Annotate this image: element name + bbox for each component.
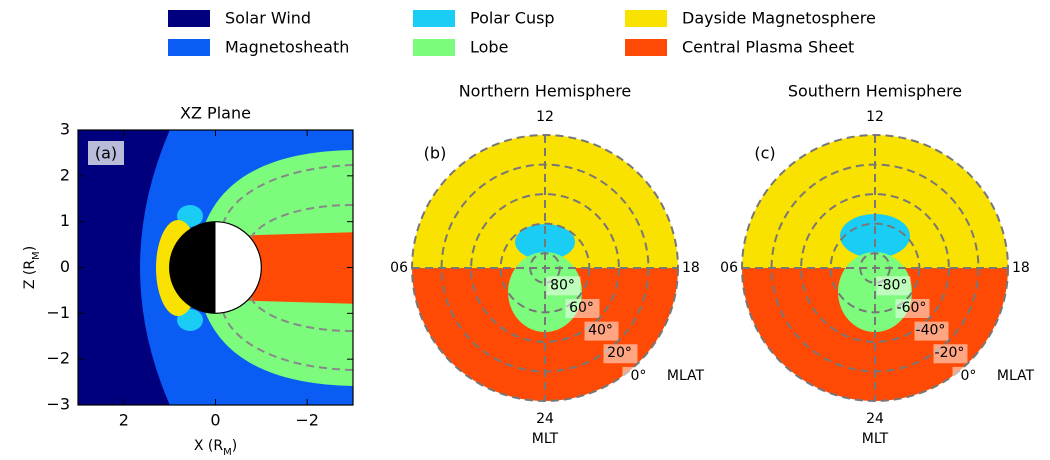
- legend-label: Lobe: [470, 38, 508, 57]
- mlat-label: -20°: [935, 345, 965, 361]
- x-tick-label: 2: [119, 411, 129, 430]
- legend-swatch: [413, 10, 455, 27]
- axis-label-text: ): [232, 438, 237, 454]
- y-tick-label: −1: [46, 303, 70, 322]
- axis-label-sub: M: [31, 251, 42, 260]
- legend-label: Magnetosheath: [225, 38, 349, 57]
- legend-swatch: [625, 10, 667, 27]
- mlat-label: 80°: [550, 277, 575, 293]
- legend-label: Polar Cusp: [470, 9, 555, 28]
- mlat-title: MLAT: [667, 368, 705, 384]
- legend-label: Solar Wind: [225, 9, 311, 28]
- legend-label: Dayside Magnetosphere: [682, 9, 876, 28]
- axis-label: X (RM): [194, 438, 237, 456]
- y-tick-label: 2: [60, 165, 70, 184]
- y-tick-label: −2: [46, 349, 70, 368]
- y-tick-label: 1: [60, 211, 70, 230]
- y-tick-label: 0: [60, 257, 70, 276]
- panel-label: (c): [754, 144, 775, 163]
- mlat-label: -60°: [897, 300, 927, 316]
- panel-label: (b): [424, 144, 447, 163]
- axis-label-text: X (R: [194, 438, 224, 454]
- x-tick-label: 0: [210, 411, 220, 430]
- mlt-label: 24: [866, 411, 884, 427]
- mlt-title: MLT: [862, 431, 889, 447]
- x-tick-label: −2: [295, 411, 319, 430]
- mlat-label: 40°: [588, 323, 613, 339]
- mlt-label: 18: [682, 260, 700, 276]
- axis-label-text: Z (R: [22, 260, 38, 290]
- axis-label-sub: M: [223, 447, 232, 457]
- panel-title: Northern Hemisphere: [459, 82, 632, 101]
- legend-swatch: [168, 39, 210, 56]
- mlat-label: -80°: [878, 277, 908, 293]
- mlt-label: 06: [390, 260, 408, 276]
- y-tick-label: −3: [46, 395, 70, 414]
- mlt-title: MLT: [532, 431, 559, 447]
- figure: Solar Wind Magnetosheath Polar Cusp Lobe Day…: [0, 0, 1050, 456]
- legend-swatch: [413, 39, 455, 56]
- panel-title: Southern Hemisphere: [788, 82, 962, 101]
- mlat-label: -40°: [916, 323, 946, 339]
- mlt-label: 18: [1012, 260, 1030, 276]
- mlt-label: 12: [536, 109, 554, 125]
- mlat-label: 0°: [961, 368, 977, 384]
- mlt-label: 06: [720, 260, 738, 276]
- mlt-label: 12: [866, 109, 884, 125]
- mlat-label: 20°: [607, 345, 632, 361]
- y-tick-label: 3: [60, 120, 70, 139]
- legend-swatch: [625, 39, 667, 56]
- legend-label: Central Plasma Sheet: [682, 38, 854, 57]
- mlt-label: 24: [536, 411, 554, 427]
- mlat-label: 0°: [631, 368, 647, 384]
- panel-title: XZ Plane: [180, 104, 251, 123]
- axis-label: Z (RM): [22, 246, 42, 289]
- legend-swatch: [168, 10, 210, 27]
- mlat-label: 60°: [569, 300, 594, 316]
- axis-label-text: ): [22, 246, 38, 251]
- mlat-title: MLAT: [997, 368, 1035, 384]
- panel-label: (a): [95, 144, 117, 163]
